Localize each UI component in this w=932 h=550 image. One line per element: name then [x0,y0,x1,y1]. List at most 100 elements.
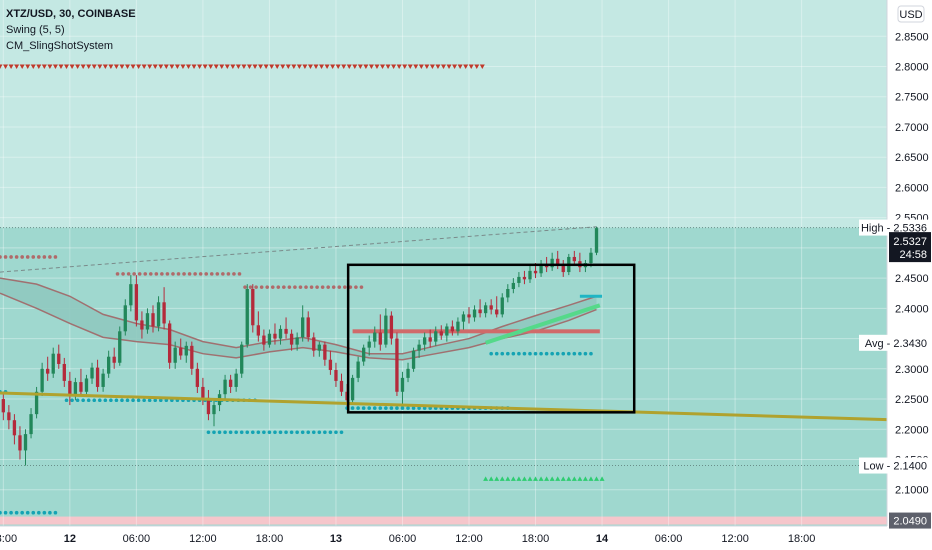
pivot-low-dot [517,351,521,356]
candle-body [561,266,565,273]
buy-signal-marker [588,476,594,481]
pivot-high-dot [315,285,319,289]
legend-slingshot-indicator[interactable]: CM_SlingShotSystem [6,40,113,52]
candle-body [422,337,427,345]
pivot-high-dot [282,285,286,289]
buy-signal-marker [527,476,533,481]
candle-body [156,302,161,327]
pivot-high-dot [137,272,142,276]
pivot-high-dot [132,272,136,276]
candle-body [206,397,211,415]
candle-body [384,315,388,345]
candle [90,362,94,384]
sell-signal-marker [302,64,308,70]
candle-body [151,313,155,327]
sell-signal-marker [263,64,269,70]
sell-signal-marker [357,64,363,70]
highlight-box [346,263,636,414]
pivot-high-dot [20,255,24,259]
candle [95,359,100,392]
candle-body [195,368,200,387]
sell-signal-marker [468,64,474,70]
candle-body [495,309,499,315]
time-tick-label: 12:00 [455,533,483,545]
buy-signal-marker [544,476,550,481]
sell-signal-marker [80,64,86,70]
sell-signal-marker [91,64,97,70]
pivot-low-dot [500,351,505,356]
candle-body [201,386,205,398]
sell-signal-marker [457,64,463,70]
pivot-high-dot [237,272,242,276]
candle-body [34,391,39,415]
buy-signal-marker [599,476,605,481]
candle [106,350,111,378]
candle-body [106,356,111,374]
candle-body [95,367,100,387]
pivot-high-dot [309,285,314,289]
candle-body [167,323,172,363]
time-tick-label: 18:00 [788,533,816,545]
buy-signal-marker [582,476,588,481]
sell-signal-marker [474,64,480,70]
candle-body [51,353,55,374]
pivot-high-dot [348,285,353,289]
sell-signal-marker [141,64,147,70]
candle-body [589,252,593,263]
sell-signal-marker [435,64,441,70]
pivot-low-dot [356,406,360,410]
sell-signal-marker [463,64,469,70]
candle-body [190,345,194,369]
candle-body [179,347,183,356]
sell-signal-marker [30,64,36,70]
candle-body [533,270,538,274]
ema-ribbon [0,278,597,360]
currency-button[interactable]: USD [897,5,925,23]
sell-signal-marker [424,64,430,70]
buy-signal-marker [571,476,577,481]
pivot-low-dot [284,430,288,435]
pivot-low-dot [511,351,516,356]
candle [240,341,244,378]
candle [384,308,388,348]
candle [395,332,399,397]
buy-signal-marker [560,476,566,481]
time-tick-label: 12 [64,533,76,545]
sell-signal-marker [52,64,58,70]
pivot-low-dot [256,430,261,435]
sell-signal-marker [58,64,64,70]
candle-body [145,313,150,330]
sell-signal-marker [224,64,230,70]
candle [23,429,28,466]
buy-signal-marker [499,476,505,481]
pivot-low-dot [64,398,69,403]
pivot-low-dot [544,351,549,356]
candle-body [84,378,89,392]
candle-body [184,345,188,356]
pivot-low-dot [411,406,416,410]
pivot-high-dot [248,285,253,289]
candle-body [29,414,33,435]
buy-signal-marker [521,476,527,481]
pivot-low-dot [9,510,13,515]
candle [40,362,44,397]
candle-body [467,314,471,318]
candle [273,323,277,345]
pivot-high-dot [304,285,308,289]
candle [417,339,421,358]
pivot-high-dot [0,255,2,259]
legend-swing-indicator[interactable]: Swing (5, 5) [6,24,65,36]
pivot-low-dot [395,406,399,410]
legend-symbol[interactable]: XTZ/USD, 30, COINBASE [6,8,136,20]
candle-body [434,331,438,342]
indicators [0,64,605,515]
sell-signal-marker [241,64,247,70]
candle-body [556,258,560,267]
time-tick-label: 18:00 [522,533,550,545]
sell-signal-marker [208,64,214,70]
pivot-low-dot [528,351,532,356]
candle-body [228,379,233,387]
sell-signal-marker [191,64,197,70]
price-tick-label: 2.4500 [895,273,929,285]
